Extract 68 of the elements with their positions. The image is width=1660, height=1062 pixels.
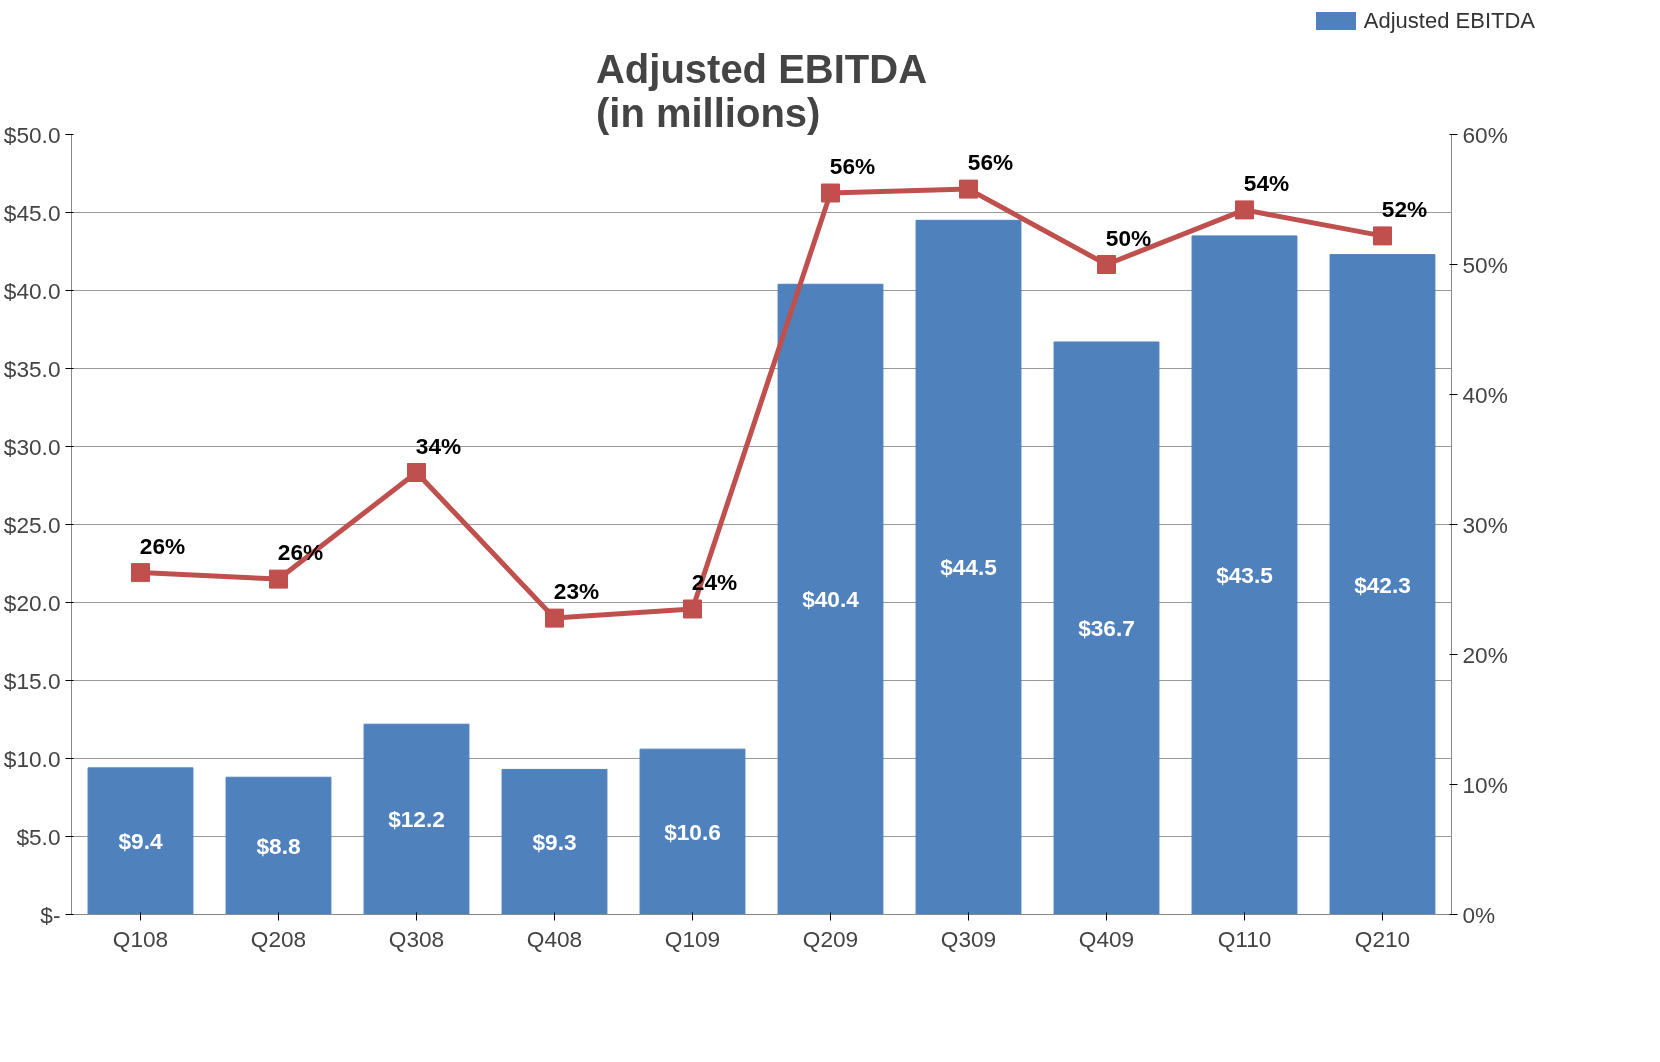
x-tick-label: Q408 — [526, 925, 583, 952]
point — [1097, 255, 1116, 274]
bar — [363, 723, 470, 915]
data-label: $10.6 — [664, 818, 721, 845]
y-tick-label: $- — [40, 901, 61, 928]
data-label: $44.5 — [940, 554, 997, 581]
y2-tick-label: 40% — [1462, 381, 1508, 408]
y-tick-label: $10.0 — [3, 745, 61, 772]
bar — [501, 768, 608, 915]
bar — [225, 776, 332, 915]
data-label: 52% — [1381, 195, 1428, 222]
point — [1235, 200, 1254, 220]
point — [545, 608, 564, 628]
data-label: $12.2 — [388, 806, 445, 833]
y2-tick-label: 10% — [1462, 771, 1508, 798]
x-tick-label: Q110 — [1217, 925, 1272, 952]
point — [269, 569, 288, 589]
data-label: 23% — [553, 578, 600, 605]
data-label: $42.3 — [1354, 571, 1411, 598]
y-tick-label: $45.0 — [3, 199, 61, 226]
y2-tick-label: 20% — [1462, 641, 1508, 668]
bar — [639, 748, 746, 915]
point — [683, 599, 702, 619]
x-tick-label: Q309 — [940, 925, 997, 952]
data-label: $43.5 — [1216, 562, 1273, 589]
bar — [915, 219, 1022, 915]
y2-tick-label: 30% — [1462, 511, 1508, 538]
bar — [777, 283, 884, 915]
data-label: $36.7 — [1078, 615, 1135, 642]
bar — [1053, 341, 1160, 915]
y-tick-label: $40.0 — [3, 277, 61, 304]
y-tick-label: $5.0 — [16, 823, 61, 850]
x-tick-label: Q109 — [664, 925, 721, 952]
legend-label: Adjusted EBITDA — [1363, 7, 1535, 35]
point — [1373, 226, 1392, 246]
x-tick-label: Q409 — [1078, 925, 1135, 952]
y2-tick-label: 60% — [1462, 121, 1508, 148]
x-tick-label: Q210 — [1354, 925, 1411, 952]
bar — [87, 767, 194, 915]
data-label: 56% — [829, 153, 876, 179]
y-tick-label: $25.0 — [3, 511, 61, 538]
point — [407, 463, 426, 482]
y-tick-label: $35.0 — [3, 355, 61, 382]
y2-tick-label: 50% — [1462, 251, 1508, 278]
y-tick-label: $20.0 — [3, 589, 61, 616]
data-label: 34% — [415, 432, 462, 459]
x-tick-label: Q308 — [388, 925, 445, 952]
data-label: 26% — [139, 532, 186, 559]
chart-title: Adjusted EBITDA (in millions) — [595, 46, 928, 135]
data-label: $8.8 — [256, 832, 301, 859]
x-tick-label: Q209 — [802, 925, 859, 952]
x-tick-label: Q208 — [250, 925, 307, 952]
point — [821, 183, 840, 203]
bar — [1329, 254, 1436, 915]
y-tick-label: $50.0 — [3, 121, 61, 148]
bar — [1191, 235, 1298, 915]
y-tick-label: $30.0 — [3, 433, 61, 460]
y2-tick-label: 0% — [1462, 901, 1496, 928]
data-label: $9.4 — [118, 828, 163, 855]
y-tick-label: $15.0 — [3, 667, 61, 694]
data-label: $40.4 — [802, 586, 860, 613]
point — [131, 563, 150, 583]
data-label: $9.3 — [532, 828, 577, 855]
point — [959, 179, 978, 199]
data-label: 54% — [1243, 169, 1290, 196]
x-tick-label: Q108 — [112, 925, 169, 952]
data-label: 50% — [1105, 224, 1152, 251]
data-label: 56% — [967, 149, 1014, 176]
